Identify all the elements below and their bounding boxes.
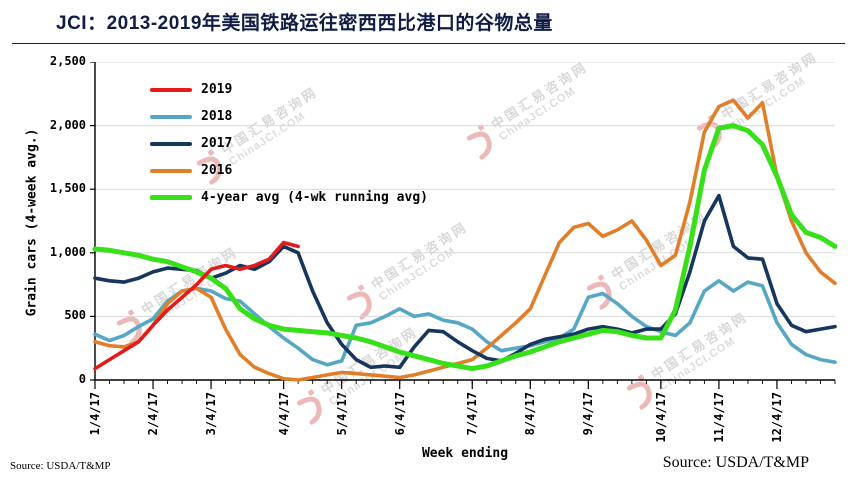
legend-swatch bbox=[150, 168, 192, 173]
legend-swatch bbox=[150, 114, 192, 119]
source-note-small: Source: USDA/T&MP bbox=[10, 460, 111, 472]
series-line-2019 bbox=[93, 240, 300, 371]
legend-label: 2017 bbox=[201, 136, 233, 151]
y-tick-label: 2,500 bbox=[49, 54, 86, 68]
y-tick-label: 500 bbox=[64, 308, 86, 323]
legend-item: 2018 bbox=[150, 103, 428, 130]
y-tick-label: 1,000 bbox=[49, 244, 86, 259]
title-divider bbox=[12, 43, 845, 44]
legend-swatch bbox=[150, 141, 192, 146]
legend-label: 2018 bbox=[201, 109, 233, 124]
legend-swatch bbox=[150, 195, 192, 200]
page-title: JCI：2013-2019年美国铁路运往密西西比港口的谷物总量 bbox=[56, 13, 553, 34]
series-line-2016 bbox=[93, 98, 837, 382]
legend-label: 4-year avg (4-wk running avg) bbox=[201, 190, 428, 205]
chart-legend: 2019 2018 2017 2016 4-year avg (4-wk running… bbox=[150, 76, 428, 211]
legend-item: 2019 bbox=[150, 76, 428, 103]
x-axis-title: Week ending bbox=[421, 446, 509, 461]
series-line-2018 bbox=[93, 279, 837, 367]
series-line-2017 bbox=[93, 193, 837, 370]
legend-label: 2019 bbox=[201, 82, 233, 97]
legend-label: 2016 bbox=[201, 163, 233, 178]
legend-item: 4-year avg (4-wk running avg) bbox=[150, 184, 428, 211]
legend-item: 2016 bbox=[150, 157, 428, 184]
grain-cars-line-chart bbox=[90, 62, 837, 389]
y-tick-label: 0 bbox=[78, 372, 86, 386]
y-tick-label: 1,500 bbox=[49, 181, 86, 196]
legend-swatch bbox=[150, 87, 192, 92]
y-tick-label: 2,000 bbox=[49, 117, 86, 132]
legend-item: 2017 bbox=[150, 130, 428, 157]
series-line-4-year-avg-4-wk-running-avg- bbox=[92, 123, 837, 372]
source-note-large: Source: USDA/T&MP bbox=[662, 454, 809, 471]
